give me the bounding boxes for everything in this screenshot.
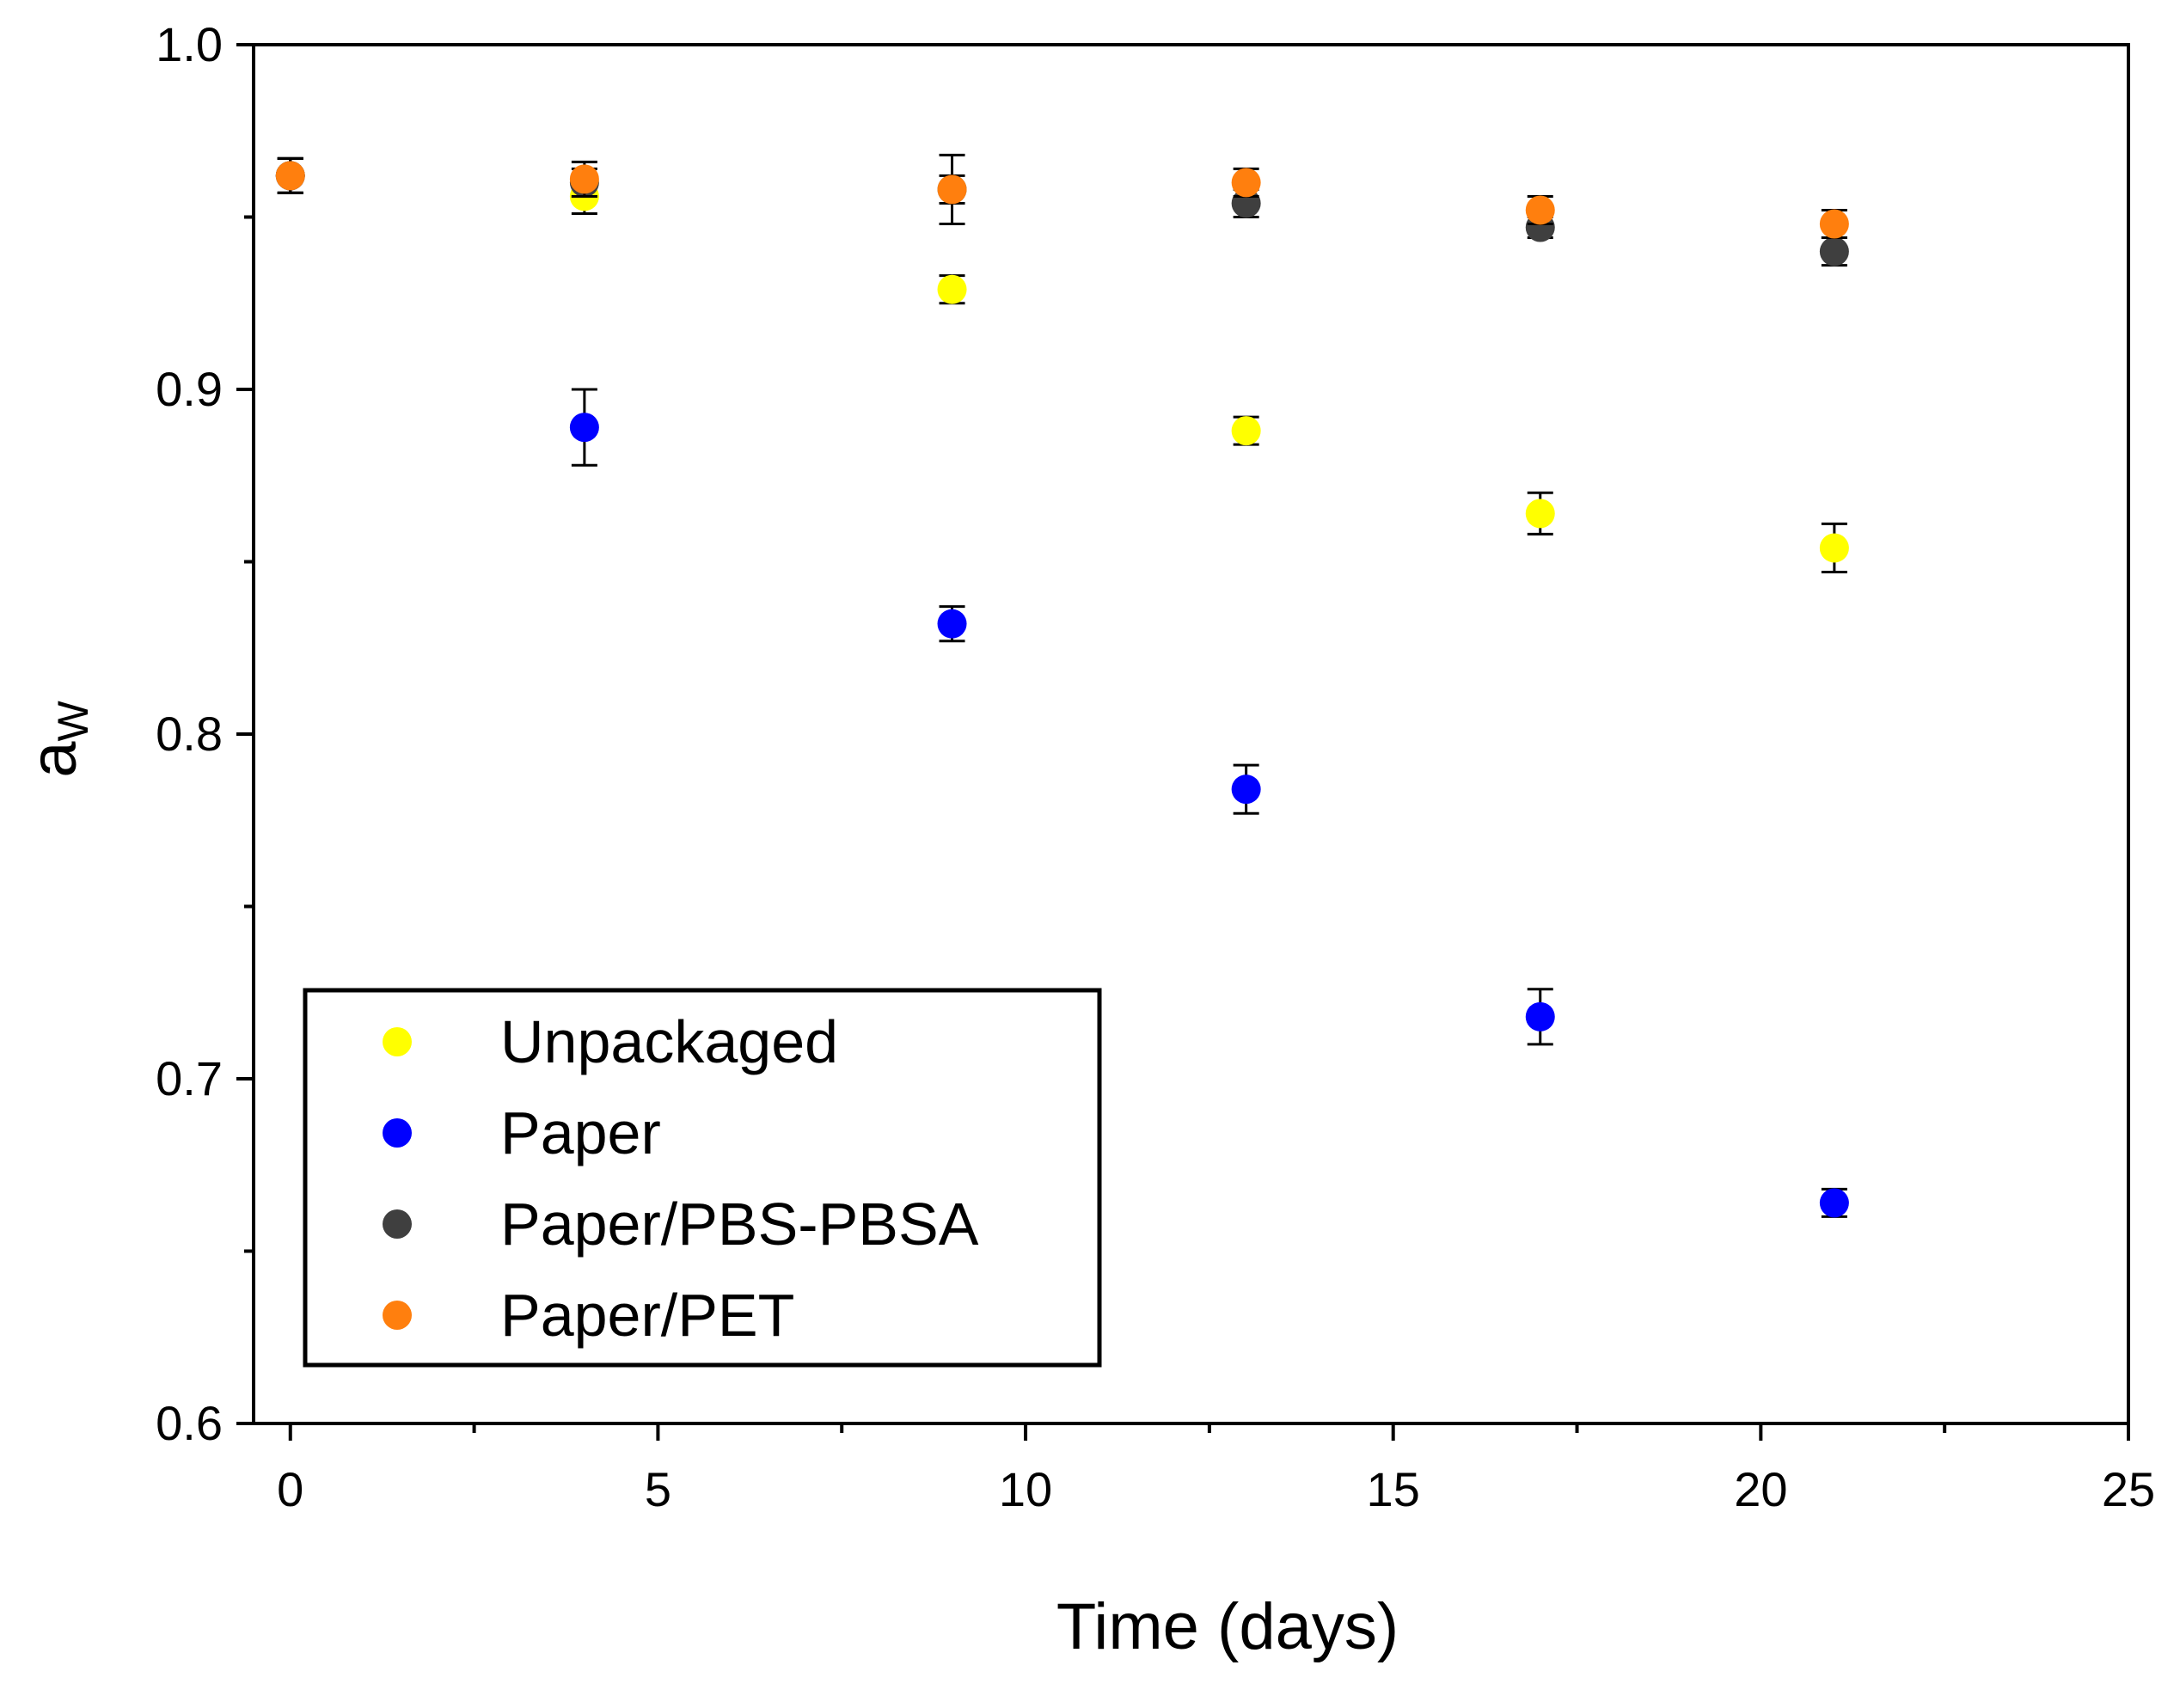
- data-point-paper-pet: [1525, 195, 1555, 225]
- legend-label-paper-pet: Paper/PET: [500, 1282, 794, 1349]
- data-point-paper: [1819, 1188, 1849, 1218]
- data-point-unpackaged: [1525, 499, 1555, 529]
- series-paper-pet: [275, 156, 1849, 240]
- legend-label-unpackaged: Unpackaged: [500, 1008, 838, 1075]
- data-point-paper: [937, 609, 967, 639]
- data-point-unpackaged: [937, 274, 967, 304]
- axis-labels: Time (days) aW: [17, 700, 1399, 1663]
- legend-marker-paper: [383, 1118, 412, 1148]
- y-tick-label: 0.9: [156, 362, 223, 416]
- data-point-unpackaged: [1231, 416, 1261, 446]
- data-point-unpackaged: [1819, 533, 1849, 563]
- data-point-paper: [569, 413, 599, 443]
- x-tick-label: 15: [1367, 1462, 1420, 1516]
- data-point-paper-pet: [275, 161, 305, 191]
- x-tick-label: 0: [277, 1462, 303, 1516]
- y-tick-label: 1.0: [156, 17, 223, 71]
- x-axis-label: Time (days): [1056, 1590, 1399, 1663]
- y-tick-label: 0.8: [156, 707, 223, 761]
- legend-label-paper: Paper: [500, 1099, 661, 1166]
- y-axis-label-subscript: W: [49, 700, 97, 741]
- y-axis-label-main: a: [17, 741, 90, 778]
- legend-marker-paper-pet: [383, 1301, 412, 1330]
- legend-box: [303, 988, 1102, 1368]
- data-point-paper-pet: [937, 174, 967, 205]
- data-point-paper-pbs-pbsa: [1819, 236, 1849, 266]
- x-tick-label: 25: [2102, 1462, 2155, 1516]
- data-point-paper: [1525, 1001, 1555, 1032]
- x-tick-label: 20: [1734, 1462, 1787, 1516]
- legend: Unpackaged Paper Paper/PBS-PBSA Paper/PET: [303, 988, 1102, 1368]
- data-point-paper-pet: [569, 164, 599, 194]
- legend-marker-paper-pbs-pbsa: [383, 1209, 412, 1239]
- data-point-paper: [1231, 774, 1261, 805]
- data-layer: [275, 153, 1849, 1218]
- y-axis-label: aW: [17, 700, 97, 777]
- x-tick-label: 10: [999, 1462, 1052, 1516]
- data-point-paper-pet: [1231, 168, 1261, 198]
- legend-label-paper-pbs-pbsa: Paper/PBS-PBSA: [500, 1191, 979, 1258]
- y-tick-label: 0.6: [156, 1396, 223, 1450]
- data-point-paper-pet: [1819, 209, 1849, 239]
- y-tick-label: 0.7: [156, 1051, 223, 1105]
- axes: 0 5 10 15 20 25 0.6 0.7 0.8 0.9 1.0: [156, 17, 2155, 1516]
- legend-marker-unpackaged: [383, 1027, 412, 1056]
- x-tick-label: 5: [645, 1462, 671, 1516]
